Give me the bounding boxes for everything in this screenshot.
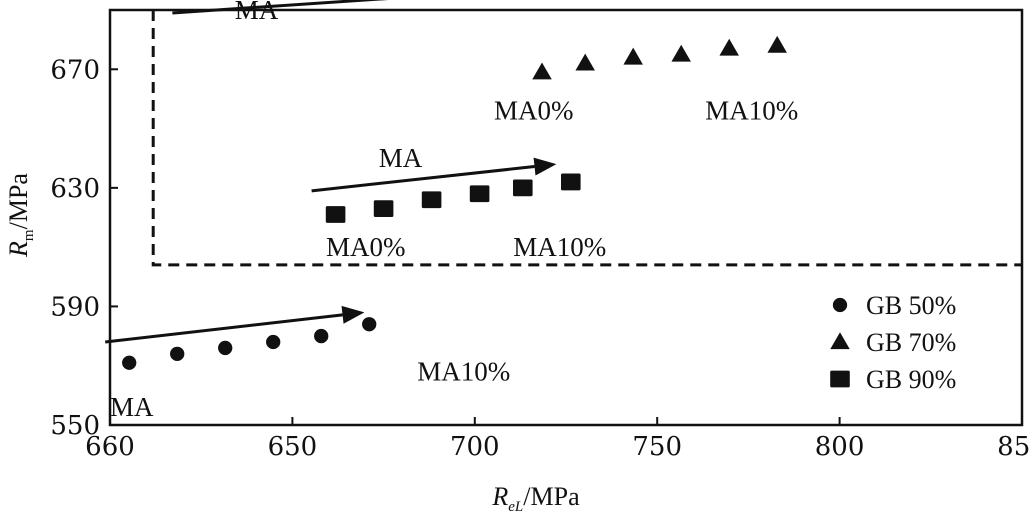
x-tick-label: 660 [85, 432, 135, 462]
data-point-square [325, 206, 346, 223]
data-point-circle [266, 334, 281, 350]
trend-arrows [105, 0, 557, 344]
data-point-square [373, 200, 394, 218]
trend-arrow-head [533, 157, 557, 176]
y-tick-label: 590 [50, 292, 100, 322]
annotation-label: MA10% [513, 232, 606, 262]
annotation-label: MA10% [705, 96, 798, 126]
data-point-square [561, 173, 581, 191]
trend-arrow-head [341, 305, 365, 324]
legend-label: GB 70% [866, 328, 956, 357]
annotation-label: MA10% [417, 357, 510, 387]
trend-arrow-shaft [311, 165, 535, 193]
x-tick-label: 800 [815, 432, 865, 462]
dashed-region [151, 10, 1022, 267]
legend-marker-triangle [830, 332, 850, 350]
data-point-square [421, 191, 442, 209]
y-tick-label: 550 [50, 411, 100, 441]
data-point-circle [218, 340, 233, 356]
data-point-square [513, 179, 533, 197]
annotations: MA MA0% MA10% MA MA0% MA10% MA MA10% [110, 0, 798, 422]
data-point-circle [122, 355, 137, 370]
x-tick-label: 850 [997, 432, 1030, 462]
legend-marker-circle [832, 297, 848, 313]
legend: GB 50% GB 70% GB 90% [830, 291, 956, 394]
plot-frame [108, 8, 1024, 427]
x-tick-label: 650 [268, 432, 318, 462]
annotation-label: MA [110, 392, 154, 422]
data-points [122, 35, 787, 370]
legend-marker-square [830, 370, 850, 388]
annotation-label: MA [379, 143, 423, 173]
data-point-triangle [623, 47, 643, 65]
legend-label: GB 90% [866, 365, 956, 394]
data-point-circle [362, 317, 377, 332]
annotation-label: MA0% [326, 232, 406, 262]
dashed-region-boundary [151, 10, 1022, 267]
trend-arrow-shaft [172, 0, 389, 15]
data-point-triangle [767, 35, 787, 53]
annotation-label: MA [235, 0, 279, 25]
x-tick-label: 750 [632, 432, 682, 462]
data-point-circle [314, 328, 329, 344]
y-tick-label: 630 [50, 174, 100, 204]
data-point-triangle [719, 38, 739, 56]
data-point-circle [170, 346, 185, 362]
x-axis-label: ReL/MPa [491, 482, 580, 515]
trend-arrow-shaft [105, 313, 343, 344]
data-point-square [469, 185, 490, 203]
data-point-triangle [532, 62, 552, 80]
y-tick-label: 670 [50, 55, 100, 85]
axes: 660 650 700 750 800 850 550 590 630 670 ReL/MPa Rm/… [4, 8, 1030, 515]
data-point-triangle [671, 44, 691, 62]
annotation-label: MA0% [494, 96, 574, 126]
x-tick-label: 700 [450, 432, 500, 462]
legend-label: GB 50% [866, 291, 956, 320]
y-axis-label: Rm/MPa [4, 173, 37, 258]
data-point-triangle [575, 53, 595, 71]
